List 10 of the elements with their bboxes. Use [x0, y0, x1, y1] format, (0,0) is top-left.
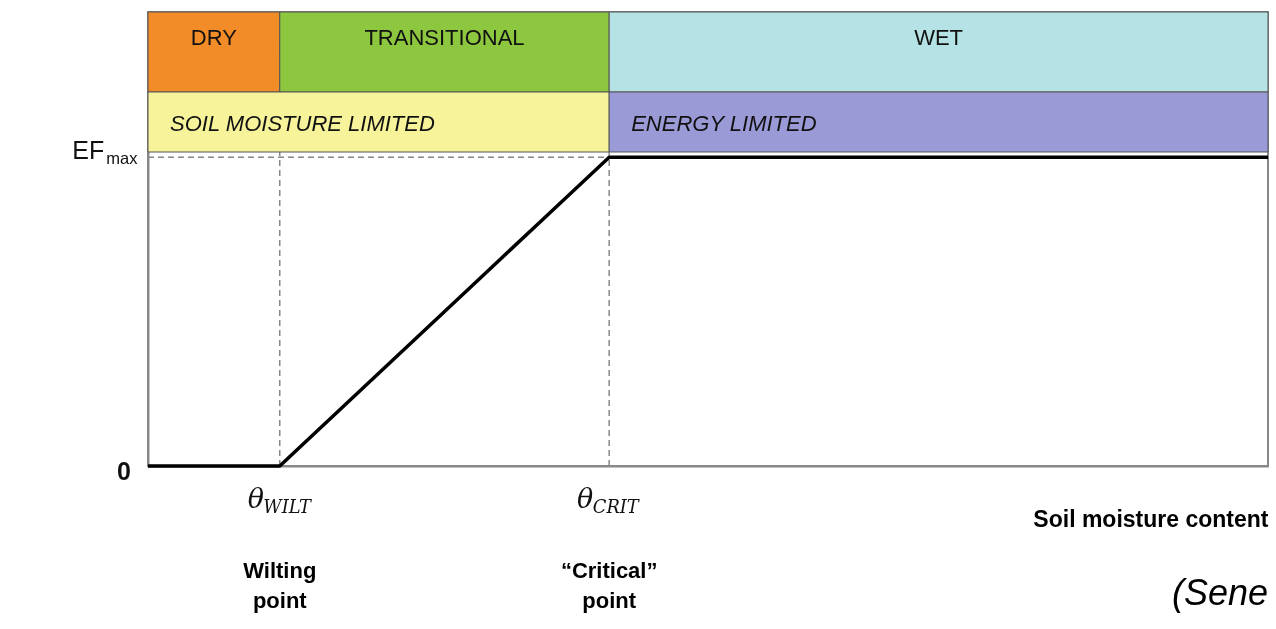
- text: TRANSITIONAL: [364, 25, 525, 50]
- text: (Sene: [1171, 572, 1268, 613]
- text: “Critical” point: [560, 558, 658, 613]
- x-axis-title: Soil moisture content: [1033, 505, 1269, 532]
- text: 0: [117, 457, 131, 485]
- text: Wilting point: [243, 558, 317, 613]
- text: ENERGY LIMITED: [631, 111, 817, 136]
- text: WET: [914, 25, 964, 50]
- text: SOIL MOISTURE LIMITED: [170, 111, 435, 136]
- text: DRY: [190, 25, 238, 50]
